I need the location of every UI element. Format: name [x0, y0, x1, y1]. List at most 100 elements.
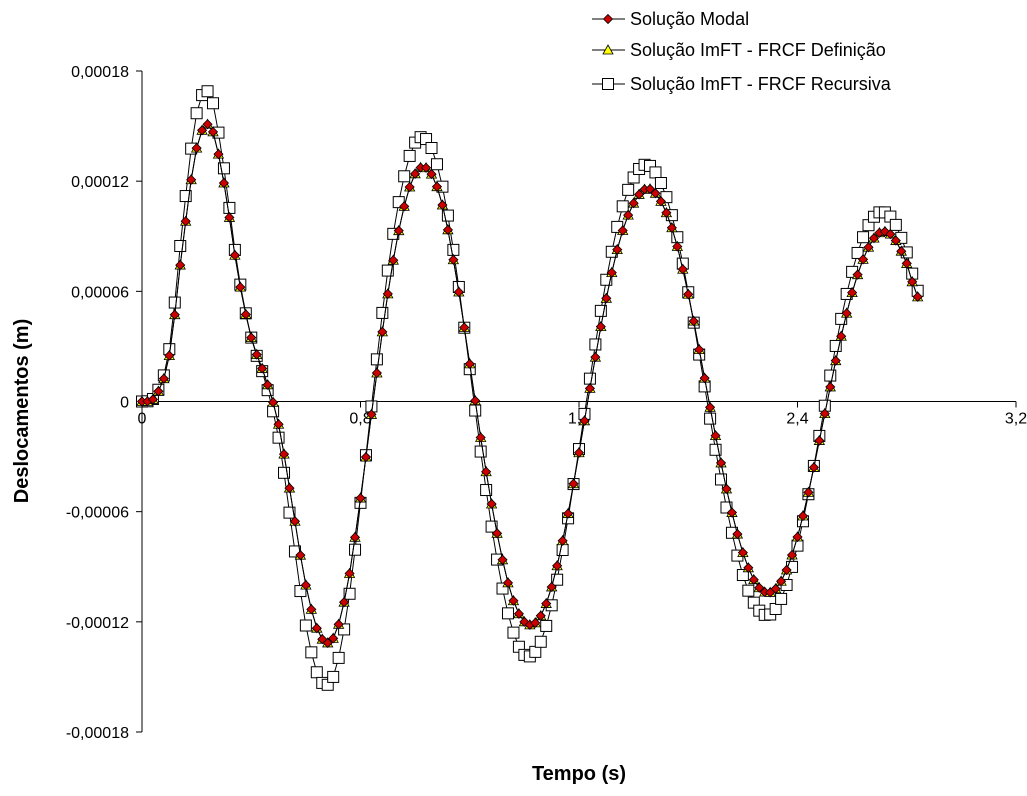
data-point	[502, 577, 514, 588]
data-point	[207, 126, 219, 137]
data-point	[246, 332, 257, 343]
data-point	[683, 289, 694, 300]
data-point	[852, 269, 863, 280]
data-point	[448, 254, 459, 265]
data-point	[410, 168, 421, 179]
data-point	[333, 619, 344, 630]
data-point	[218, 177, 230, 189]
data-point	[694, 344, 705, 355]
series-layer	[136, 85, 924, 691]
data-point	[191, 143, 202, 154]
data-point	[201, 85, 214, 98]
data-point	[441, 209, 454, 222]
data-point	[808, 462, 819, 473]
legend-item: Solução ImFT - FRCF Definição	[592, 40, 886, 60]
series-line	[141, 90, 919, 686]
data-point	[583, 372, 596, 385]
data-point	[300, 580, 311, 591]
data-point	[824, 369, 837, 382]
data-point	[486, 498, 497, 510]
data-point	[552, 560, 563, 571]
legend-label: Solução Modal	[630, 9, 749, 29]
data-point	[420, 162, 432, 173]
data-point	[404, 181, 415, 193]
data-point	[442, 224, 453, 235]
x-tick-label: 0,8	[349, 411, 371, 428]
data-point	[147, 394, 158, 405]
data-point	[781, 564, 792, 576]
data-point	[474, 445, 487, 458]
data-point	[769, 602, 782, 615]
data-point	[836, 331, 847, 342]
data-point	[366, 409, 377, 420]
data-point	[179, 190, 192, 203]
data-point	[475, 432, 486, 443]
data-point	[655, 196, 667, 207]
data-point	[590, 352, 601, 363]
data-point	[616, 200, 629, 213]
data-point	[814, 435, 825, 446]
data-point	[272, 431, 285, 444]
data-point	[612, 244, 623, 255]
data-point	[732, 529, 743, 540]
data-point	[634, 189, 645, 200]
data-point	[754, 582, 765, 593]
legend-marker	[602, 13, 614, 25]
data-point	[589, 338, 602, 351]
data-point	[896, 246, 907, 257]
data-point	[294, 585, 307, 598]
data-point	[622, 183, 635, 196]
data-point	[737, 547, 748, 558]
data-point	[338, 623, 351, 636]
data-point	[546, 581, 557, 593]
data-point	[153, 386, 164, 397]
data-point	[819, 408, 830, 419]
data-point	[709, 443, 722, 456]
legend-label: Solução ImFT - FRCF Recursiva	[630, 74, 892, 94]
data-point	[557, 535, 568, 546]
data-point	[344, 568, 355, 579]
data-point	[721, 483, 732, 494]
y-tick-label: -0,00006	[66, 505, 129, 522]
data-point	[529, 645, 542, 658]
data-point	[310, 666, 323, 679]
y-axis-title: Deslocamentos (m)	[11, 319, 33, 504]
data-point	[688, 316, 699, 327]
data-point	[257, 363, 268, 374]
data-point	[459, 322, 470, 333]
data-point	[289, 516, 301, 527]
data-point	[534, 635, 547, 648]
data-point	[890, 235, 901, 246]
data-point	[573, 447, 585, 458]
data-point	[649, 166, 662, 179]
data-point	[770, 583, 781, 594]
data-point	[666, 222, 677, 233]
data-point	[464, 358, 475, 369]
data-point	[835, 312, 848, 325]
data-point	[551, 573, 564, 586]
data-point	[497, 554, 508, 565]
data-point	[743, 562, 754, 573]
data-point	[715, 457, 727, 468]
data-point	[485, 520, 498, 533]
y-tick-label: 0,00006	[71, 284, 129, 301]
data-point	[513, 608, 524, 619]
data-point	[481, 466, 492, 477]
data-point	[425, 142, 438, 155]
data-point	[273, 419, 284, 430]
series-line	[141, 123, 919, 644]
data-point	[371, 367, 382, 379]
data-point	[556, 543, 569, 556]
data-point	[158, 373, 169, 384]
data-point	[623, 210, 634, 221]
data-point	[175, 260, 186, 271]
data-point	[863, 242, 874, 253]
data-point	[202, 119, 213, 130]
data-point	[841, 308, 852, 319]
data-point	[235, 282, 246, 293]
data-point	[568, 478, 579, 489]
legend-item: Solução ImFT - FRCF Recursiva	[592, 74, 892, 94]
data-point	[332, 651, 345, 664]
series-square	[136, 85, 924, 691]
data-point	[776, 576, 787, 587]
